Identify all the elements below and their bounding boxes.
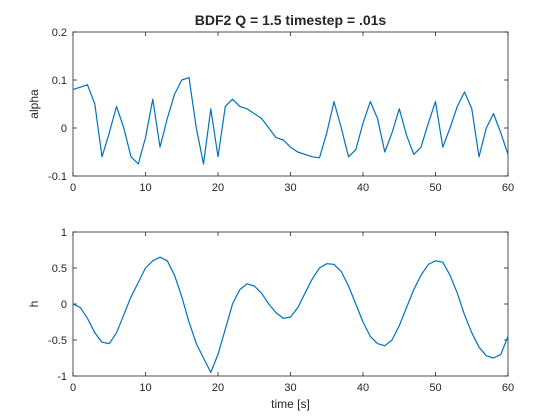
x-tick-label: 20 xyxy=(212,182,224,194)
x-tick-label: 20 xyxy=(212,382,224,394)
series-line-h xyxy=(72,256,509,373)
x-tick-label: 40 xyxy=(357,182,369,194)
x-tick-label: 30 xyxy=(284,182,296,194)
y-tick-label: -0.1 xyxy=(48,171,67,183)
y-tick-label: 0.2 xyxy=(52,27,67,39)
axes-2 xyxy=(72,231,509,377)
x-tick-label: 0 xyxy=(70,382,76,394)
x-tick-label: 60 xyxy=(502,382,514,394)
x-tick-label: 10 xyxy=(139,182,151,194)
plot-area xyxy=(72,231,509,377)
series-line-alpha xyxy=(72,77,509,165)
x-axis-label: time [s] xyxy=(271,397,310,411)
x-tick-label: 40 xyxy=(357,382,369,394)
chart-title: BDF2 Q = 1.5 timestep = .01s xyxy=(195,12,387,28)
x-tick-label: 0 xyxy=(70,182,76,194)
y-tick-label: 0.5 xyxy=(52,263,67,275)
x-tick-label: 50 xyxy=(429,382,441,394)
plot-area xyxy=(72,31,509,177)
y-axis-label: alpha xyxy=(27,89,41,119)
x-tick-label: 50 xyxy=(429,182,441,194)
x-tick-label: 60 xyxy=(502,182,514,194)
y-tick-label: 0.1 xyxy=(52,75,67,87)
y-tick-label: 0 xyxy=(61,123,67,135)
x-tick-label: 30 xyxy=(284,382,296,394)
axes-1 xyxy=(72,31,509,177)
y-tick-label: 0 xyxy=(61,299,67,311)
y-tick-label: -1 xyxy=(57,371,67,383)
y-tick-label: -0.5 xyxy=(48,335,67,347)
x-tick-label: 10 xyxy=(139,382,151,394)
y-axis-label: h xyxy=(27,301,41,308)
y-tick-label: 1 xyxy=(61,227,67,239)
